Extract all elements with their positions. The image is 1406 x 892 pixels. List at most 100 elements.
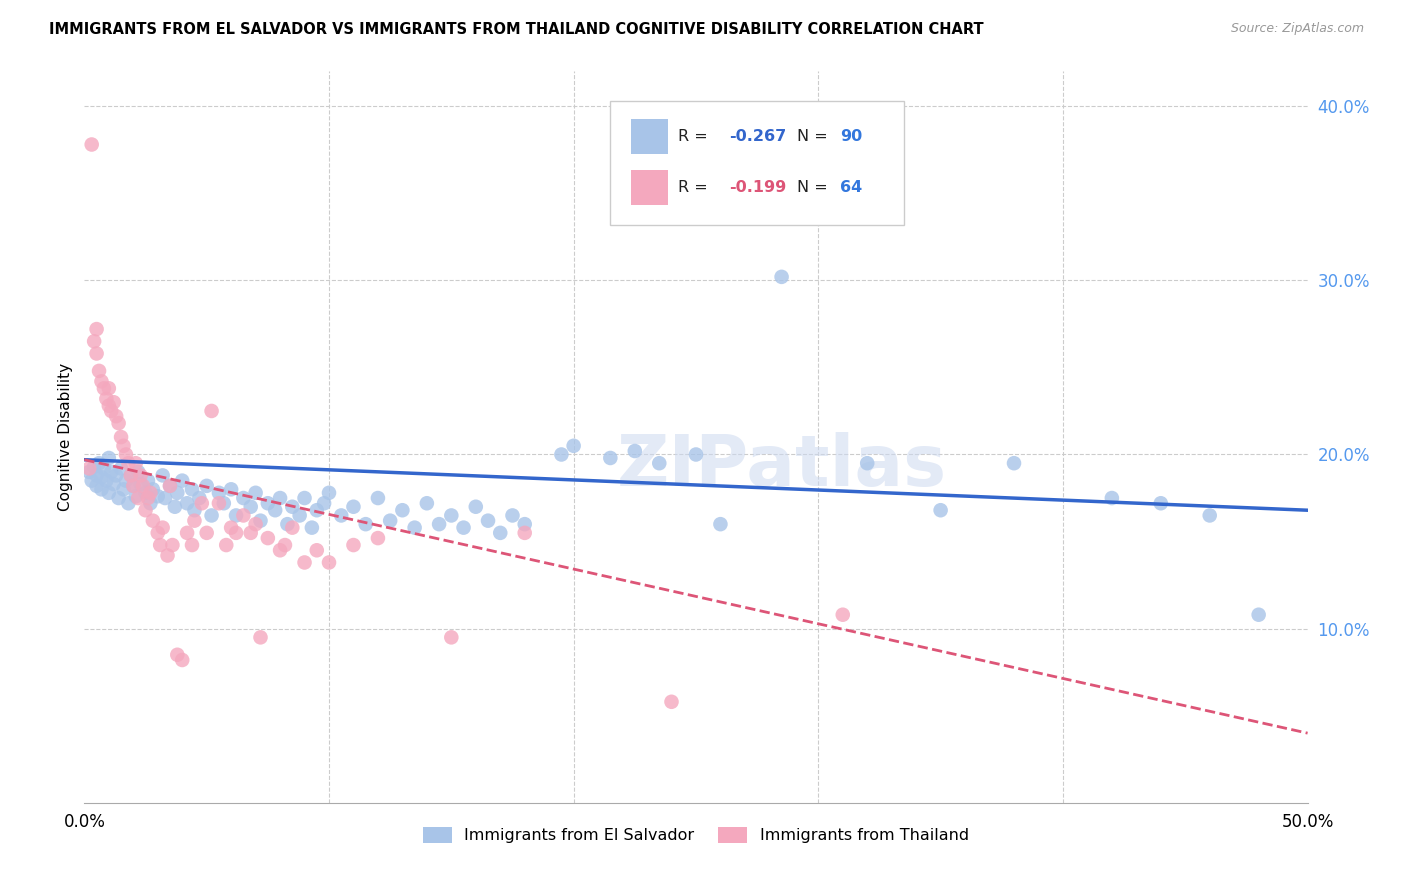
Point <box>132 479 155 493</box>
Point <box>232 491 254 505</box>
Point <box>562 439 585 453</box>
Legend: Immigrants from El Salvador, Immigrants from Thailand: Immigrants from El Salvador, Immigrants … <box>416 821 976 850</box>
Bar <box>631 119 668 154</box>
Point <box>159 479 181 493</box>
Point <box>404 521 426 535</box>
Text: R =: R = <box>678 129 713 144</box>
Point <box>249 631 271 645</box>
Point <box>96 392 118 406</box>
Point <box>1150 496 1173 510</box>
Point <box>97 450 120 465</box>
Point <box>709 517 731 532</box>
Point <box>136 491 159 505</box>
Point <box>831 607 853 622</box>
Point <box>153 491 176 505</box>
Point <box>416 496 439 510</box>
Point <box>245 517 267 532</box>
Point <box>142 483 165 497</box>
Point <box>330 508 353 523</box>
Point <box>107 416 129 430</box>
Point <box>80 137 103 152</box>
Point <box>107 491 129 505</box>
Point <box>97 381 120 395</box>
Point <box>856 456 879 470</box>
Point <box>149 538 172 552</box>
Point <box>96 474 118 488</box>
Point <box>87 364 110 378</box>
Point <box>97 399 120 413</box>
Point <box>86 346 108 360</box>
Point <box>166 485 188 500</box>
Point <box>142 514 165 528</box>
Point <box>156 549 179 563</box>
Text: IMMIGRANTS FROM EL SALVADOR VS IMMIGRANTS FROM THAILAND COGNITIVE DISABILITY COR: IMMIGRANTS FROM EL SALVADOR VS IMMIGRANT… <box>49 22 984 37</box>
Point <box>100 404 122 418</box>
Point <box>288 508 311 523</box>
Point <box>770 269 793 284</box>
Point <box>159 479 181 493</box>
Point <box>342 538 364 552</box>
Point <box>139 496 162 510</box>
Point <box>122 479 145 493</box>
Text: Source: ZipAtlas.com: Source: ZipAtlas.com <box>1230 22 1364 36</box>
Point <box>125 489 148 503</box>
Point <box>281 521 304 535</box>
Text: 64: 64 <box>841 180 862 195</box>
Point <box>93 381 115 395</box>
Point <box>166 648 188 662</box>
Point <box>86 322 108 336</box>
Point <box>318 485 340 500</box>
Point <box>380 514 402 528</box>
Point <box>139 485 162 500</box>
Point <box>103 477 125 491</box>
Point <box>87 456 110 470</box>
Point <box>115 448 138 462</box>
Point <box>249 514 271 528</box>
Point <box>257 496 280 510</box>
Point <box>215 538 238 552</box>
Point <box>453 521 475 535</box>
Point <box>112 483 135 497</box>
Point <box>80 474 103 488</box>
Point <box>274 538 297 552</box>
Point <box>129 477 152 491</box>
Point <box>97 485 120 500</box>
Point <box>440 508 463 523</box>
Point <box>120 468 142 483</box>
Point <box>489 525 512 540</box>
Point <box>146 525 169 540</box>
Point <box>181 483 204 497</box>
Point <box>105 409 128 424</box>
Point <box>648 456 671 470</box>
Point <box>135 485 157 500</box>
Point <box>195 479 218 493</box>
Point <box>172 653 194 667</box>
Point <box>314 496 336 510</box>
Point <box>100 465 122 479</box>
Point <box>342 500 364 514</box>
Point <box>1002 456 1025 470</box>
Point <box>127 465 149 479</box>
Point <box>513 517 536 532</box>
Point <box>264 503 287 517</box>
Point <box>200 404 222 418</box>
Point <box>163 500 186 514</box>
Point <box>90 375 112 389</box>
Point <box>86 468 108 483</box>
Text: ZIPatlas: ZIPatlas <box>617 432 946 500</box>
Point <box>105 468 128 483</box>
Point <box>225 508 247 523</box>
Point <box>661 695 683 709</box>
Point <box>550 448 572 462</box>
Point <box>117 496 139 510</box>
Point <box>208 496 231 510</box>
Point <box>83 459 105 474</box>
Point <box>502 508 524 523</box>
Point <box>477 514 499 528</box>
Point <box>90 470 112 484</box>
Point <box>162 538 184 552</box>
Point <box>77 461 100 475</box>
Point <box>125 456 148 470</box>
Y-axis label: Cognitive Disability: Cognitive Disability <box>58 363 73 511</box>
Point <box>269 491 291 505</box>
